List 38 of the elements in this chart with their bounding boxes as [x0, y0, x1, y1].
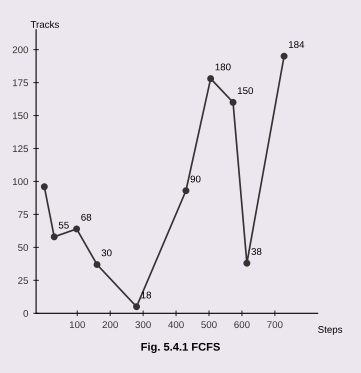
- point: [207, 75, 214, 82]
- point: [133, 303, 140, 310]
- x-tick-label: 500: [201, 321, 217, 328]
- x-tick-label: 700: [267, 321, 283, 328]
- y-tick-label: 25: [18, 277, 28, 284]
- y-tick-label: 200: [12, 46, 28, 54]
- x-tick-label: 400: [168, 321, 184, 328]
- y-tick-label: 100: [12, 178, 28, 186]
- annotation: 184: [288, 41, 304, 48]
- annotation: 38: [251, 248, 262, 255]
- point: [73, 225, 80, 232]
- x-axis-title: Steps: [318, 326, 342, 335]
- y-tick-label: 175: [12, 79, 28, 86]
- x-tick-label: 100: [70, 321, 85, 328]
- x-tick-label: 200: [102, 321, 118, 328]
- text: Fig. 5.4.1 FCFS: [141, 342, 220, 353]
- point: [243, 260, 250, 267]
- y-tick-label: 75: [18, 211, 28, 218]
- annotation: 68: [81, 214, 92, 221]
- point: [94, 261, 100, 268]
- annotation: 90: [190, 176, 201, 182]
- annotation: 30: [102, 249, 112, 256]
- annotation: 180: [216, 64, 231, 70]
- point: [50, 233, 58, 240]
- x-tick-label: 600: [234, 321, 250, 328]
- y-tick-label: 125: [12, 145, 28, 152]
- annotation: 55: [58, 222, 69, 229]
- point: [182, 187, 190, 194]
- x-tick-label: 300: [135, 321, 151, 328]
- annotation: 150: [238, 87, 254, 94]
- point: [280, 52, 288, 60]
- y-tick-label: 150: [12, 112, 28, 120]
- y-axis-title: Tracks: [30, 20, 59, 28]
- annotation: 18: [141, 292, 152, 298]
- point: [230, 98, 237, 106]
- y-tick-label: 50: [18, 244, 28, 252]
- y-tick-label: 0: [23, 310, 28, 317]
- point: [40, 183, 48, 190]
